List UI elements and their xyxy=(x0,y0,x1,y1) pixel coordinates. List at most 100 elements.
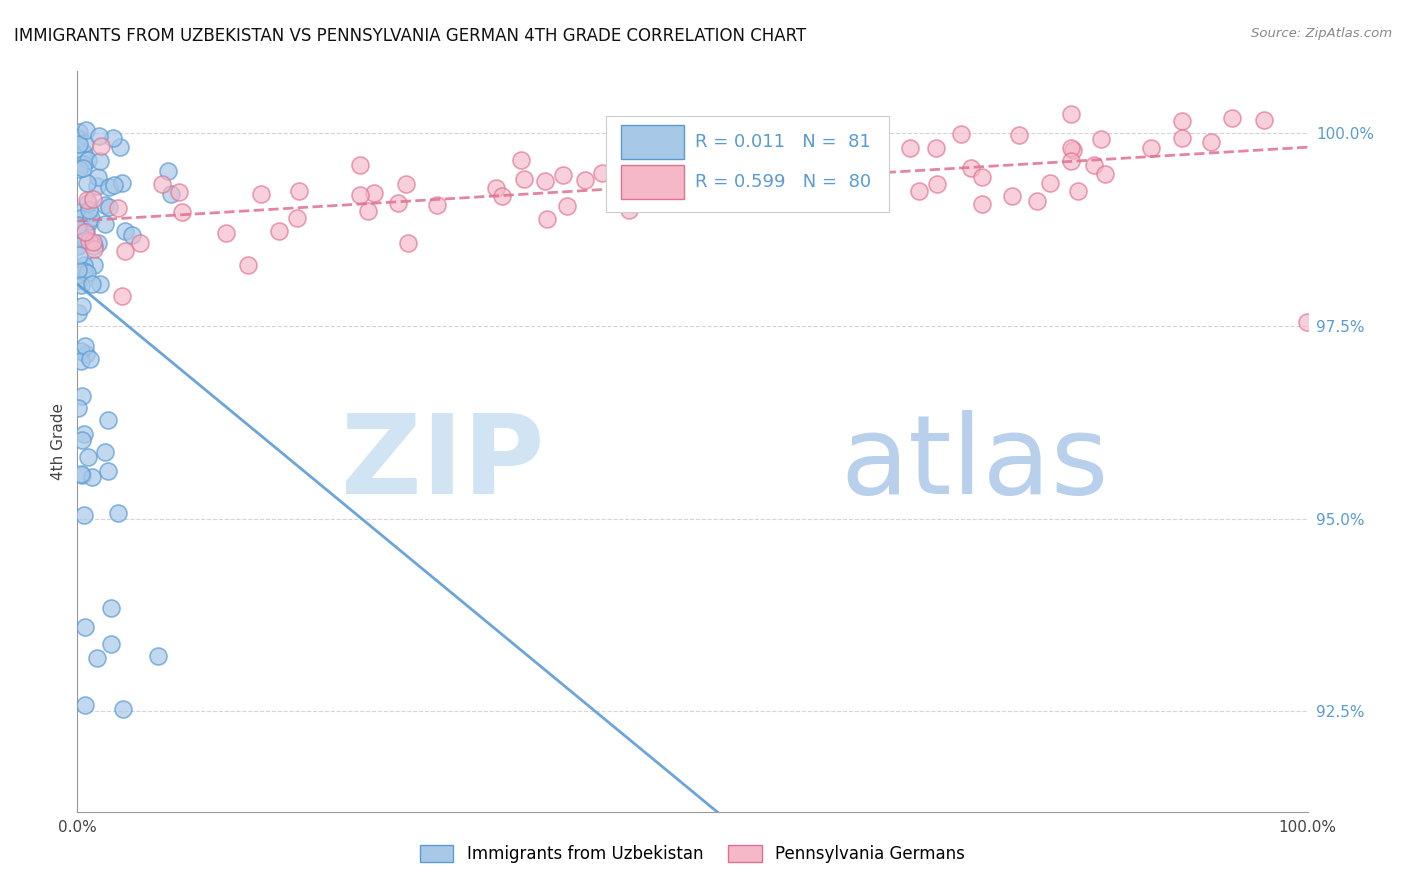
Point xyxy=(679,120,702,135)
Point xyxy=(75,225,97,239)
Point xyxy=(1296,315,1319,329)
Point xyxy=(555,199,578,213)
Point xyxy=(98,200,121,214)
Point xyxy=(960,161,983,176)
Point xyxy=(363,186,385,201)
Point xyxy=(1083,158,1105,172)
Point xyxy=(69,205,91,219)
Point xyxy=(70,389,93,403)
Point xyxy=(97,180,120,194)
Point xyxy=(114,224,136,238)
Point xyxy=(70,343,93,358)
Point xyxy=(86,651,108,665)
Point xyxy=(1001,188,1024,202)
Point xyxy=(87,169,110,184)
Point xyxy=(513,171,536,186)
Point xyxy=(67,161,90,176)
Point xyxy=(67,273,90,287)
Point xyxy=(610,164,633,178)
Point xyxy=(67,124,90,138)
Point xyxy=(79,351,101,366)
Point xyxy=(93,198,115,212)
Point xyxy=(73,147,96,161)
Point xyxy=(66,306,89,320)
Point xyxy=(624,182,647,196)
Point xyxy=(387,196,409,211)
Point xyxy=(785,178,807,192)
Point xyxy=(76,153,98,167)
Point xyxy=(1067,184,1090,198)
Point xyxy=(66,219,89,234)
Point xyxy=(67,239,90,253)
Point xyxy=(553,169,575,183)
Point xyxy=(925,177,948,191)
Point xyxy=(1140,141,1163,155)
Point xyxy=(83,239,105,253)
FancyBboxPatch shape xyxy=(606,116,890,212)
Point xyxy=(76,176,98,190)
Point xyxy=(80,469,103,483)
Point xyxy=(1039,176,1062,190)
Point xyxy=(108,140,131,154)
Point xyxy=(94,217,117,231)
Point xyxy=(75,347,97,361)
Point xyxy=(747,188,769,202)
Point xyxy=(100,637,122,651)
Point xyxy=(75,620,97,634)
Point xyxy=(510,153,533,167)
Point xyxy=(1094,167,1116,181)
Point xyxy=(79,214,101,228)
Point xyxy=(100,601,122,615)
Point xyxy=(832,168,855,182)
Text: R = 0.011   N =  81: R = 0.011 N = 81 xyxy=(695,133,870,151)
Point xyxy=(87,236,110,251)
Point xyxy=(107,506,129,520)
Point xyxy=(610,190,633,204)
Point xyxy=(1063,144,1085,158)
Point xyxy=(70,211,93,225)
Point xyxy=(491,189,513,203)
Point xyxy=(70,277,93,292)
Point xyxy=(167,186,190,200)
Point xyxy=(160,187,183,202)
Point xyxy=(94,445,117,459)
Point xyxy=(72,264,94,278)
Point xyxy=(1220,112,1243,126)
Point xyxy=(950,127,973,141)
Point xyxy=(215,227,238,241)
Point xyxy=(485,181,508,195)
Point xyxy=(807,128,830,142)
Point xyxy=(574,172,596,186)
Point xyxy=(288,184,311,198)
Point xyxy=(683,166,706,180)
Point xyxy=(349,188,371,202)
Point xyxy=(101,131,124,145)
Point xyxy=(66,263,89,277)
Point xyxy=(617,202,640,217)
Point xyxy=(349,158,371,172)
Point xyxy=(87,129,110,144)
Point xyxy=(75,223,97,237)
Point xyxy=(172,205,194,219)
Point xyxy=(825,123,848,137)
Point xyxy=(925,141,948,155)
Point xyxy=(67,248,90,262)
FancyBboxPatch shape xyxy=(621,165,683,200)
Point xyxy=(1171,114,1194,128)
Point xyxy=(73,427,96,442)
Point xyxy=(77,203,100,218)
Point xyxy=(70,353,93,368)
Point xyxy=(86,178,108,193)
Point xyxy=(612,192,634,206)
Point xyxy=(67,136,90,151)
Point xyxy=(75,698,97,713)
Point xyxy=(66,130,89,145)
Point xyxy=(111,702,134,716)
Point xyxy=(426,198,449,212)
Point xyxy=(72,145,94,160)
Point xyxy=(536,211,558,226)
Point xyxy=(103,178,125,192)
Point xyxy=(80,211,103,225)
FancyBboxPatch shape xyxy=(621,125,683,159)
Point xyxy=(73,338,96,352)
